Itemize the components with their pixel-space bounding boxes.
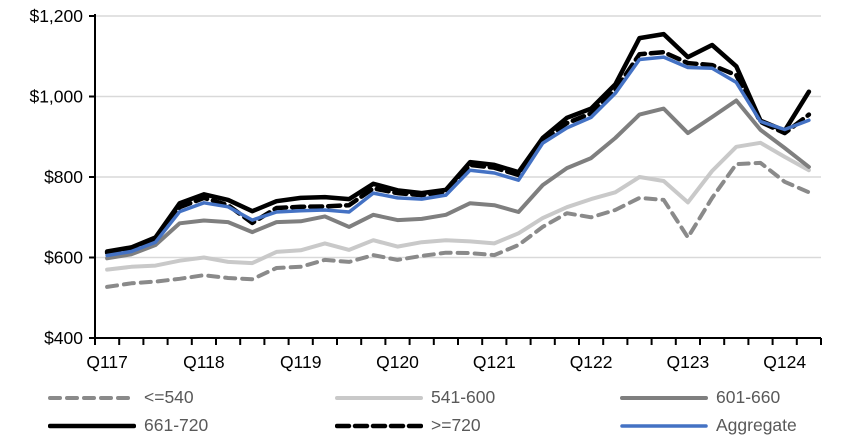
legend-label: <=540 [144,387,194,407]
series-line-Aggregate [105,55,811,258]
legend-item-541600: 541-600 [335,387,496,407]
y-axis-label: $1,000 [29,87,83,107]
x-axis-label: Q119 [280,352,322,372]
legend-line-sample [48,423,136,428]
legend-item-601660: 601-660 [620,387,781,407]
x-axis-label: Q124 [763,352,806,372]
y-axis-label: $600 [44,248,83,268]
y-axis-label: $1,200 [29,6,83,26]
legend-line-sample [620,395,708,400]
legend-label: 661-720 [144,415,209,435]
legend-line-sample [335,423,423,428]
legend-line-sample [620,424,708,428]
legend-item-720: >=720 [335,415,481,435]
legend-item-661720: 661-720 [48,415,209,435]
x-axis-label: Q117 [86,352,128,372]
legend-line-sample [48,395,136,400]
legend-label: 541-600 [431,387,496,407]
legend-item-Aggregate: Aggregate [620,415,797,435]
legend-label: >=720 [431,415,481,435]
x-axis-label: Q122 [570,352,613,372]
x-axis-label: Q121 [473,352,516,372]
legend-item-540: <=540 [48,387,194,407]
x-axis-label: Q118 [183,352,225,372]
series-line-540 [105,160,811,289]
legend-label: Aggregate [716,415,797,435]
legend-line-sample [335,395,423,400]
y-axis-label: $400 [44,328,83,348]
x-axis-label: Q123 [666,352,709,372]
series-line-541600 [105,140,811,272]
series-line-601660 [105,98,811,261]
x-axis-label: Q120 [376,352,419,372]
series-line-720 [104,49,812,255]
y-axis-label: $800 [44,167,83,187]
legend-label: 601-660 [716,387,781,407]
